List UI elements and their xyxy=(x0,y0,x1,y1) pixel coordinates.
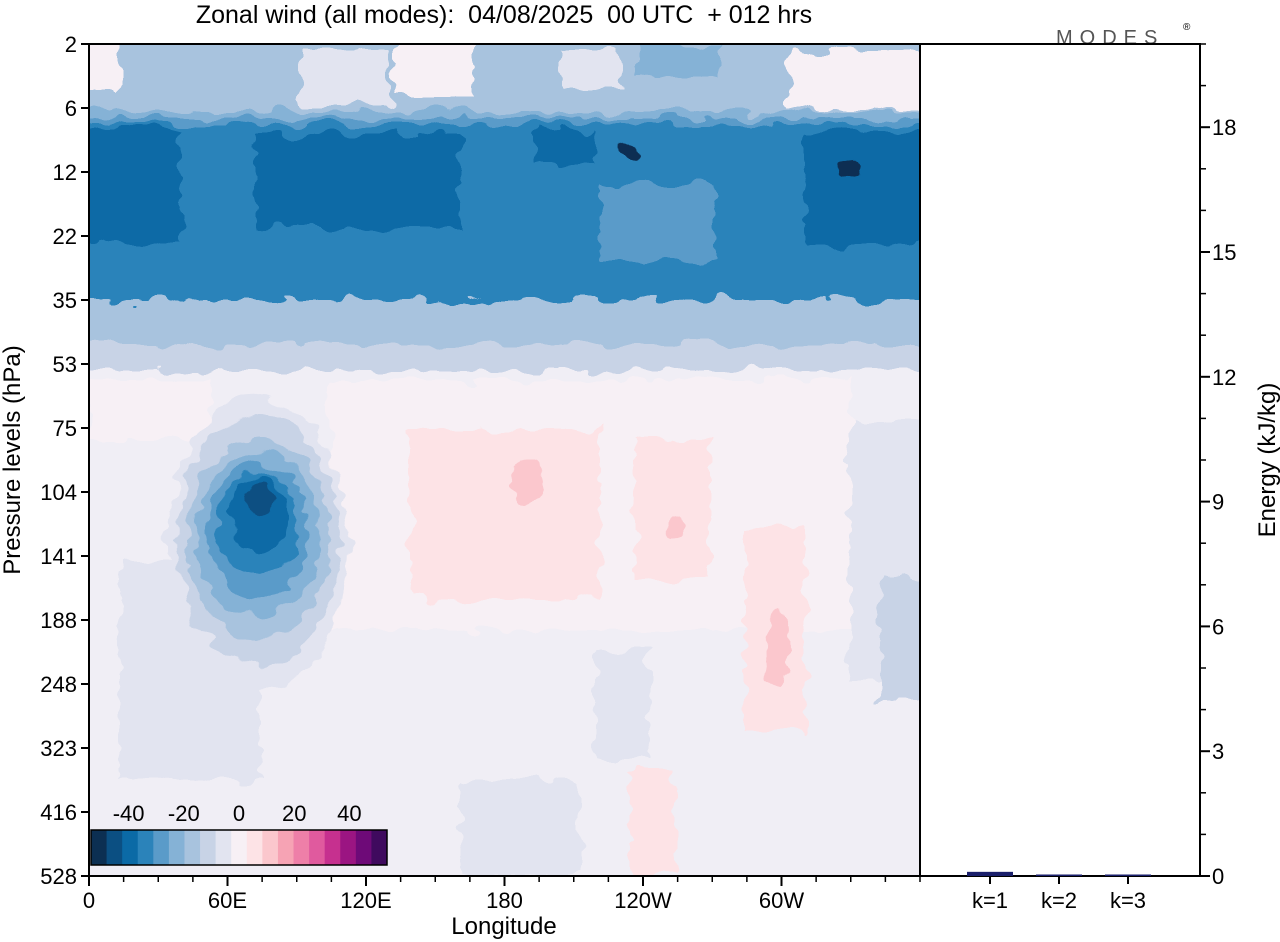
colorbar-swatch xyxy=(200,830,217,865)
y-tick-label: 12 xyxy=(53,160,77,185)
contour-region xyxy=(880,580,920,700)
contour-region xyxy=(460,780,580,876)
colorbar-swatch xyxy=(137,830,154,865)
colorbar-swatch xyxy=(355,830,372,865)
x-tick-label: 60W xyxy=(759,888,804,913)
bar-category-label: k=1 xyxy=(972,888,1008,913)
y-tick-label: 248 xyxy=(40,672,77,697)
y-tick-label: 188 xyxy=(40,608,77,633)
x-tick-label: 120E xyxy=(340,888,391,913)
y-tick-label: 75 xyxy=(53,416,77,441)
energy-tick-label: 0 xyxy=(1212,864,1224,889)
colorbar-swatch xyxy=(371,830,388,865)
colorbar-tick-label: 40 xyxy=(337,801,361,826)
colorbar-swatch xyxy=(324,830,341,865)
colorbar-swatch xyxy=(231,830,248,865)
contour-patch xyxy=(805,130,920,245)
y-tick-label: 22 xyxy=(53,224,77,249)
contour-patch xyxy=(560,50,620,90)
contour-core-positive xyxy=(669,515,685,535)
contour-core xyxy=(620,143,640,161)
colorbar-swatch xyxy=(215,830,232,865)
contour-patch xyxy=(640,45,720,75)
contour-core-positive xyxy=(766,608,788,692)
energy-bar xyxy=(1105,874,1151,876)
colorbar-tick-label: -20 xyxy=(168,801,200,826)
y-tick-label: 528 xyxy=(40,864,77,889)
modes-logo-text: MODES xyxy=(1056,27,1164,49)
colorbar-swatch xyxy=(262,830,279,865)
x-tick-label: 180 xyxy=(486,888,523,913)
colorbar-swatch xyxy=(168,830,185,865)
x-tick-label: 60E xyxy=(208,888,247,913)
contour-band xyxy=(89,124,920,304)
y-tick-label: 104 xyxy=(40,480,77,505)
contour-core-positive xyxy=(511,456,543,504)
colorbar-tick-label: 0 xyxy=(233,801,245,826)
colorbar-swatch xyxy=(106,830,123,865)
contour-band-upper xyxy=(89,44,920,125)
energy-panel-frame xyxy=(919,43,1201,877)
colorbar-swatch xyxy=(153,830,170,865)
energy-tick-label: 6 xyxy=(1212,614,1224,639)
colorbar-tick-label: -40 xyxy=(113,801,145,826)
zonal-wind-heatmap xyxy=(89,44,920,876)
contour-patch xyxy=(600,185,715,260)
y-tick-label: 141 xyxy=(40,544,77,569)
contour-region xyxy=(635,440,710,580)
x-axis-label: Longitude xyxy=(451,913,556,940)
colorbar-swatch xyxy=(309,830,326,865)
y-axis-label: Pressure levels (hPa) xyxy=(0,345,26,574)
contour-region xyxy=(90,380,210,440)
contour-region xyxy=(410,430,600,600)
bar-category-label: k=3 xyxy=(1110,888,1146,913)
energy-bars: k=1 k=2 k=3 xyxy=(967,871,1151,913)
colorbar-frame xyxy=(90,829,388,866)
colorbar-swatch xyxy=(91,830,108,865)
energy-tick-label: 15 xyxy=(1212,240,1236,265)
colorbar-swatch xyxy=(246,830,263,865)
colorbar-swatch xyxy=(122,830,139,865)
y-tick-label: 323 xyxy=(40,736,77,761)
energy-bar xyxy=(1036,874,1082,876)
contour-patch xyxy=(395,44,475,95)
contour-jet xyxy=(250,483,274,517)
colorbar-swatch xyxy=(293,830,310,865)
longitude-axis: 0 60E 120E 180 120W 60W xyxy=(83,876,921,913)
energy-axis: 0 3 6 9 12 15 18 xyxy=(1200,43,1236,889)
colorbar-swatch xyxy=(277,830,295,865)
energy-tick-label: 18 xyxy=(1212,115,1236,140)
y-tick-label: 53 xyxy=(53,352,77,377)
colorbar-swatch xyxy=(184,830,201,865)
y-tick-label: 416 xyxy=(40,800,77,825)
contour-patch xyxy=(535,130,595,165)
colorbar-tick-label: 20 xyxy=(282,801,306,826)
y-tick-label: 6 xyxy=(65,96,77,121)
energy-axis-label: Energy (kJ/kg) xyxy=(1254,383,1280,538)
colorbar: -40 -20 0 20 40 xyxy=(90,801,388,866)
y-tick-label: 35 xyxy=(53,288,77,313)
bar-category-label: k=2 xyxy=(1041,888,1077,913)
contour-region xyxy=(630,770,675,876)
x-tick-label: 0 xyxy=(83,888,95,913)
energy-tick-label: 12 xyxy=(1212,365,1236,390)
contour-patch xyxy=(255,134,460,229)
contour-field xyxy=(89,44,920,876)
contour-patch xyxy=(300,50,390,105)
energy-tick-label: 3 xyxy=(1212,739,1224,764)
chart-title: Zonal wind (all modes): 04/08/2025 00 UT… xyxy=(196,1,812,29)
energy-bar xyxy=(967,871,1013,876)
contour-region xyxy=(595,650,650,760)
pressure-axis: 2 6 12 22 35 53 75 104 141 188 248 323 416 528 xyxy=(40,32,89,889)
contour-patch xyxy=(89,44,120,90)
x-tick-label: 120W xyxy=(614,888,672,913)
energy-tick-label: 9 xyxy=(1212,490,1224,515)
modes-logo-mark: ® xyxy=(1183,22,1191,33)
contour-patch xyxy=(790,50,920,110)
colorbar-swatch xyxy=(340,830,357,865)
y-tick-label: 2 xyxy=(65,32,77,57)
contour-patch xyxy=(89,128,180,243)
contour-core xyxy=(840,160,864,180)
